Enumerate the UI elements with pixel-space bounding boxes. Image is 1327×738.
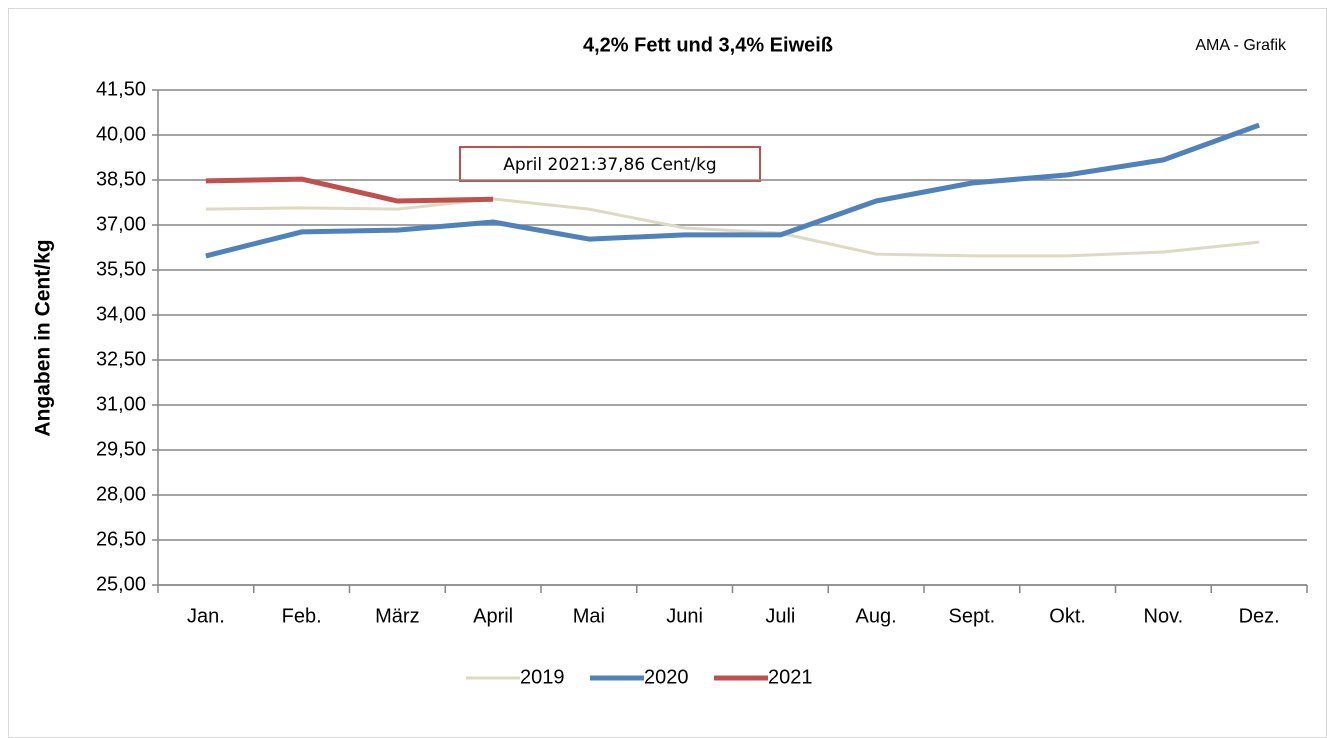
y-tick-label: 25,00 xyxy=(96,573,146,595)
y-tick-label: 29,50 xyxy=(96,438,146,460)
x-tick-label: Juli xyxy=(765,605,795,627)
x-tick-label: Okt. xyxy=(1049,605,1086,627)
y-axis-label: Angaben in Cent/kg xyxy=(32,239,55,436)
series-line xyxy=(205,176,494,204)
x-tick-label: Mai xyxy=(573,605,605,627)
series-line xyxy=(205,197,1260,258)
x-tick-label: Aug. xyxy=(856,605,897,627)
y-tick-label: 34,00 xyxy=(96,303,146,325)
annotation: April 2021:37,86 Cent/kg xyxy=(503,155,716,175)
legend-label: 2021 xyxy=(768,666,813,688)
x-tick-label: Juni xyxy=(666,605,703,627)
y-tick-label: 32,50 xyxy=(96,348,146,370)
y-tick-label: 41,50 xyxy=(96,78,146,100)
chart-title: 4,2% Fett und 3,4% Eiweiß xyxy=(583,34,833,56)
legend-label: 2019 xyxy=(520,666,565,688)
x-tick-label: Dez. xyxy=(1239,605,1280,627)
source-label: AMA - Grafik xyxy=(1195,37,1287,54)
x-tick-label: Nov. xyxy=(1144,605,1184,627)
y-tick-label: 35,50 xyxy=(96,258,146,280)
x-tick-label: Jan. xyxy=(187,605,225,627)
y-tick-label: 31,00 xyxy=(96,393,146,415)
x-tick-label: April xyxy=(473,605,513,627)
x-tick-label: Feb. xyxy=(282,605,322,627)
y-tick-label: 26,50 xyxy=(96,528,146,550)
chart-frame xyxy=(8,8,1327,738)
y-tick-label: 37,00 xyxy=(96,213,146,235)
y-tick-label: 40,00 xyxy=(96,123,146,145)
series-line xyxy=(205,122,1260,259)
y-tick-label: 28,00 xyxy=(96,483,146,505)
x-tick-label: März xyxy=(375,605,419,627)
annotation-box xyxy=(459,146,761,182)
legend-label: 2020 xyxy=(644,666,689,688)
y-tick-label: 38,50 xyxy=(96,168,146,190)
x-tick-label: Sept. xyxy=(949,605,996,627)
